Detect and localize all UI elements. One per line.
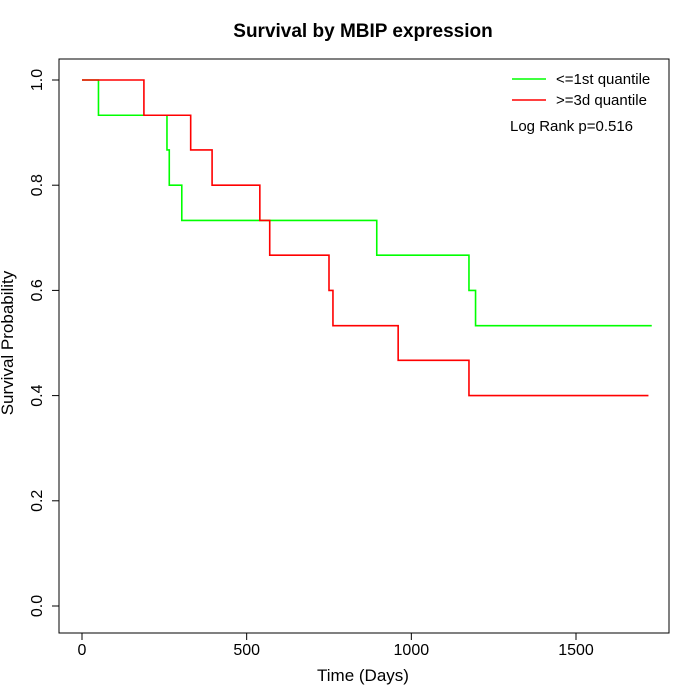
y-axis: 0.0 0.2 0.4 0.6 0.8 1.0 xyxy=(29,69,60,617)
y-tick-label: 0.0 xyxy=(29,595,46,617)
x-tick-label: 1000 xyxy=(394,642,430,659)
y-tick-label: 0.6 xyxy=(29,279,46,301)
x-axis-label: Time (Days) xyxy=(317,666,409,685)
y-tick-label: 0.8 xyxy=(29,174,46,196)
series-layer xyxy=(82,79,652,397)
x-tick-label: 1500 xyxy=(558,642,594,659)
chart-title: Survival by MBIP expression xyxy=(233,21,492,42)
y-tick-label: 0.2 xyxy=(29,490,46,512)
y-axis-label: Survival Probability xyxy=(0,270,17,415)
x-tick-label: 500 xyxy=(233,642,260,659)
series-line-0 xyxy=(82,79,652,327)
x-tick-label: 0 xyxy=(78,642,87,659)
legend-label-low: <=1st quantile xyxy=(556,71,650,88)
x-axis: 0 500 1000 1500 xyxy=(78,632,594,659)
log-rank-annotation: Log Rank p=0.516 xyxy=(510,118,633,135)
plot-frame xyxy=(58,58,670,634)
y-tick-label: 1.0 xyxy=(29,69,46,91)
legend: <=1st quantile >=3d quantile Log Rank p=… xyxy=(510,71,650,135)
series-line-1 xyxy=(82,79,649,397)
legend-label-high: >=3d quantile xyxy=(556,92,647,109)
y-tick-label: 0.4 xyxy=(29,384,46,406)
